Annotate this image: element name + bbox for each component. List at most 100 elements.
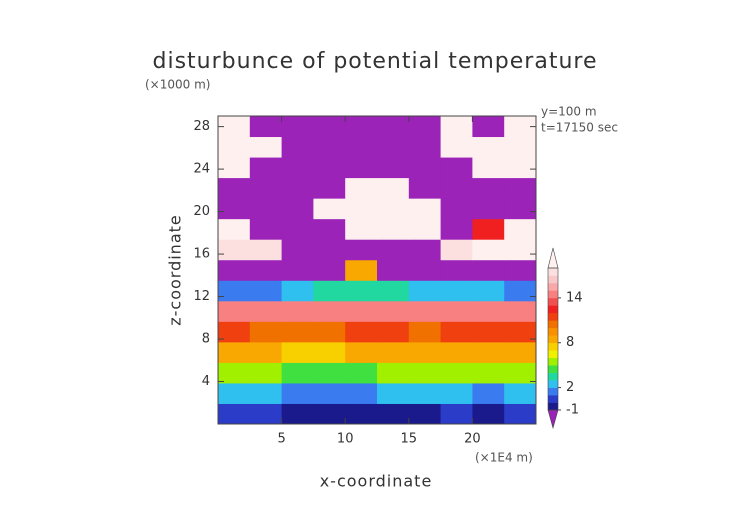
contour-cell xyxy=(313,321,346,343)
contour-cell xyxy=(281,403,314,425)
contour-cell xyxy=(377,403,410,425)
contour-cell xyxy=(504,341,537,363)
x-axis-label: x-coordinate xyxy=(320,472,433,491)
colorbar-band xyxy=(548,357,558,366)
contour-cell xyxy=(313,218,346,240)
contour-cell xyxy=(408,362,442,384)
contour-cell xyxy=(281,157,314,179)
chart-title: disturbunce of potential temperature xyxy=(153,49,598,74)
contour-cell xyxy=(440,218,473,240)
contour-cell xyxy=(408,177,442,199)
contour-cell xyxy=(218,382,251,404)
contour-cell xyxy=(281,218,314,240)
colorbar-band xyxy=(548,327,558,336)
contour-cell xyxy=(345,259,378,281)
y-unit: (×1000 m) xyxy=(145,78,210,92)
contour-cell xyxy=(504,218,537,240)
contour-cell xyxy=(472,321,505,343)
contour-cell xyxy=(281,136,314,158)
contour-cell xyxy=(218,136,251,158)
contour-cell xyxy=(472,136,505,158)
colorbar-over xyxy=(547,247,559,269)
contour-cell xyxy=(472,382,505,404)
y-axis-label: z-coordinate xyxy=(166,214,185,326)
contour-cell xyxy=(440,321,473,343)
contour-cell xyxy=(504,300,537,322)
contour-cell xyxy=(440,280,473,302)
contour-cell xyxy=(313,136,346,158)
contour-cell xyxy=(249,280,283,302)
contour-cell xyxy=(377,259,410,281)
contour-cell xyxy=(440,116,473,138)
contour-cell xyxy=(281,280,314,302)
contour-cell xyxy=(377,218,410,240)
contour-cell xyxy=(345,157,378,179)
x-tick-label: 5 xyxy=(277,432,285,447)
colorbar-band xyxy=(548,372,558,381)
contour-cell xyxy=(249,259,283,281)
contour-cell xyxy=(249,218,283,240)
contour-cell xyxy=(313,300,346,322)
colorbar-band xyxy=(548,365,558,373)
contour-cell xyxy=(472,218,505,240)
contour-cell xyxy=(408,116,442,138)
contour-cell xyxy=(504,157,537,179)
contour-cell xyxy=(345,239,378,261)
contour-cell xyxy=(313,239,346,261)
contour-cell xyxy=(504,403,537,425)
contour-cell xyxy=(313,382,346,404)
contour-cell xyxy=(345,177,378,199)
contour-cell xyxy=(345,116,378,138)
contour-cell xyxy=(218,198,251,220)
contour-cell xyxy=(408,403,442,425)
colorbar-tick-label: -1 xyxy=(566,403,579,418)
contour-cell xyxy=(472,157,505,179)
contour-cell xyxy=(472,300,505,322)
contour-cell xyxy=(440,300,473,322)
contour-cell xyxy=(440,341,473,363)
contour-cell xyxy=(377,362,410,384)
contour-cell xyxy=(218,321,251,343)
colorbar-band xyxy=(548,350,558,358)
contour-cell xyxy=(408,341,442,363)
contour-cell xyxy=(313,403,346,425)
contour-cell xyxy=(408,300,442,322)
contour-cell xyxy=(313,116,346,138)
contour-cell xyxy=(249,198,283,220)
contour-cell xyxy=(504,259,537,281)
contour-cell xyxy=(377,300,410,322)
contour-cell xyxy=(472,198,505,220)
contour-cell xyxy=(408,239,442,261)
y-tick-label: 24 xyxy=(193,162,210,177)
contour-cell xyxy=(313,157,346,179)
y-tick-label: 8 xyxy=(202,332,210,347)
y-tick-label: 28 xyxy=(193,119,210,134)
contour-cell xyxy=(504,382,537,404)
contour-cell xyxy=(281,198,314,220)
contour-cell xyxy=(345,136,378,158)
contour-cell xyxy=(218,403,251,425)
contour-cell xyxy=(377,157,410,179)
contour-cell xyxy=(249,177,283,199)
contour-cell xyxy=(377,382,410,404)
contour-cell xyxy=(218,177,251,199)
contour-cell xyxy=(249,341,283,363)
contour-cell xyxy=(408,321,442,343)
contour-cell xyxy=(345,403,378,425)
contour-cell xyxy=(218,218,251,240)
contour-cell xyxy=(408,382,442,404)
annotation: t=17150 sec xyxy=(541,121,618,135)
contour-cell xyxy=(313,177,346,199)
contour-cell xyxy=(313,280,346,302)
contour-cell xyxy=(249,382,283,404)
contour-cell xyxy=(440,157,473,179)
contour-cell xyxy=(345,198,378,220)
contour-cell xyxy=(281,362,314,384)
contour-cell xyxy=(408,157,442,179)
y-tick-label: 12 xyxy=(193,289,210,304)
contour-cell xyxy=(218,157,251,179)
contour-cell xyxy=(345,280,378,302)
contour-cell xyxy=(377,136,410,158)
contour-cell xyxy=(504,362,537,384)
